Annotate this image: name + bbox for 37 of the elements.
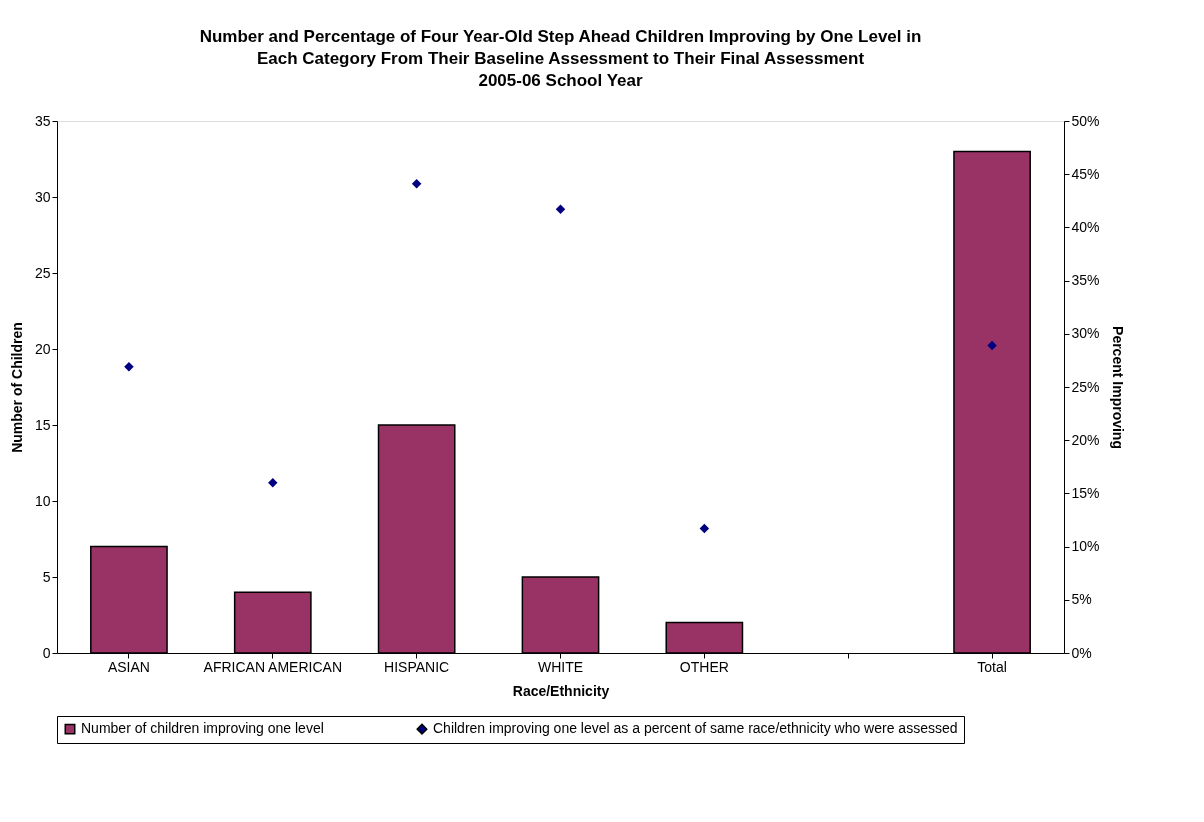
y-tick-label: 35 — [34, 112, 51, 129]
x-tick-label: ASIAN — [107, 658, 150, 675]
y-tick-label: 15 — [34, 416, 51, 433]
y2-tick-label: 40% — [1071, 218, 1100, 235]
point — [987, 340, 997, 351]
point — [555, 204, 566, 215]
y-tick-label: 25 — [34, 264, 51, 281]
y2-tick-label: 5% — [1071, 591, 1092, 608]
point — [699, 523, 710, 534]
x-tick-label: OTHER — [679, 658, 729, 675]
y2-tick-label: 50% — [1071, 112, 1100, 129]
x-tick-label: HISPANIC — [384, 658, 450, 675]
x-tick-label: Total — [977, 658, 1007, 675]
y-axis-title: Number of Children — [8, 322, 25, 453]
point — [268, 478, 278, 488]
point — [411, 179, 422, 189]
y2-tick-label: 45% — [1071, 165, 1100, 182]
y2-tick-label: 0% — [1071, 644, 1092, 661]
point — [124, 362, 134, 372]
x-axis-title: Race/Ethnicity — [512, 682, 610, 699]
y2-tick-label: 25% — [1071, 378, 1100, 395]
y2-tick-label: 20% — [1071, 431, 1100, 448]
y-tick-label: 10 — [34, 492, 51, 509]
x-tick-label: AFRICAN AMERICAN — [203, 658, 343, 675]
y2-tick-label: 35% — [1071, 272, 1100, 289]
y-tick-label: 5 — [42, 568, 51, 585]
y2-tick-label: 15% — [1071, 484, 1100, 501]
legend-label: Children improving one level as a percent of same race/ethnicity who were assessed — [433, 720, 958, 737]
y2-tick-label: 10% — [1071, 538, 1100, 555]
y-tick-label: 20 — [34, 340, 51, 357]
x-tick-label: WHITE — [537, 658, 584, 675]
legend-label: Number of children improving one level — [81, 720, 324, 737]
y-tick-label: 0 — [42, 644, 51, 661]
y-tick-label: 30 — [34, 188, 51, 205]
y2-tick-label: 30% — [1071, 325, 1100, 342]
chart-title: Number and Percentage of Four Year-Old Step Ahead Children Improving by One Level in Each Category From Their Baseline Assessment to Their Final Assessment 2005-06 School Year — [199, 27, 922, 90]
y2-axis-title: Percent Improving — [1109, 326, 1126, 449]
